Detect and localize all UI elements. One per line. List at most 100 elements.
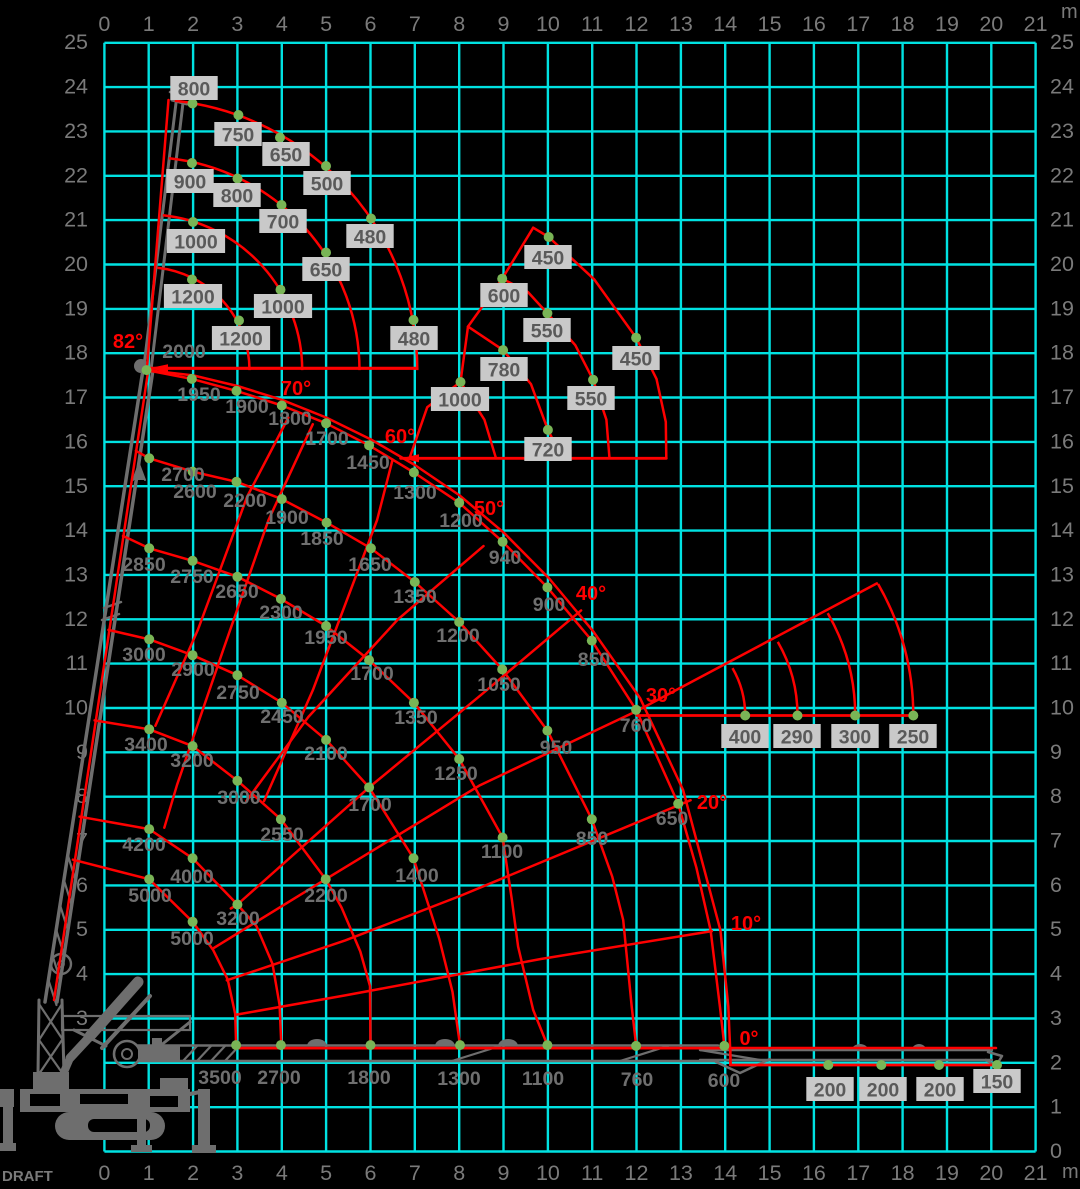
svg-text:50°: 50° — [474, 498, 504, 520]
svg-text:17: 17 — [1050, 385, 1074, 409]
svg-text:12: 12 — [1050, 607, 1074, 631]
svg-text:2750: 2750 — [216, 682, 260, 704]
svg-text:550: 550 — [531, 321, 564, 343]
svg-text:4: 4 — [276, 12, 288, 36]
svg-text:11: 11 — [66, 651, 88, 675]
svg-text:25: 25 — [64, 30, 88, 54]
svg-text:22: 22 — [64, 163, 88, 187]
svg-text:19: 19 — [935, 12, 959, 36]
svg-text:5000: 5000 — [128, 885, 172, 907]
svg-text:1650: 1650 — [348, 554, 392, 576]
svg-text:2900: 2900 — [171, 659, 215, 681]
svg-text:6: 6 — [76, 873, 88, 897]
svg-text:2200: 2200 — [304, 885, 348, 907]
svg-text:1900: 1900 — [225, 396, 269, 418]
svg-text:11: 11 — [1050, 651, 1072, 675]
svg-text:200: 200 — [924, 1080, 957, 1102]
svg-text:20°: 20° — [697, 792, 727, 814]
svg-text:20: 20 — [979, 1161, 1003, 1185]
svg-text:2: 2 — [187, 12, 199, 36]
svg-text:11: 11 — [581, 1161, 603, 1185]
svg-text:20: 20 — [979, 12, 1003, 36]
svg-text:900: 900 — [174, 172, 207, 194]
svg-text:14: 14 — [64, 518, 88, 542]
svg-text:800: 800 — [221, 186, 254, 208]
svg-text:24: 24 — [1050, 75, 1074, 99]
svg-text:2700: 2700 — [257, 1067, 301, 1089]
svg-text:10: 10 — [536, 12, 560, 36]
svg-text:13: 13 — [669, 1161, 693, 1185]
svg-text:600: 600 — [708, 1070, 741, 1092]
svg-text:800: 800 — [178, 79, 211, 101]
svg-text:1800: 1800 — [347, 1067, 391, 1089]
svg-text:450: 450 — [620, 349, 653, 371]
svg-text:480: 480 — [398, 329, 431, 351]
svg-text:6: 6 — [1050, 873, 1062, 897]
svg-text:2: 2 — [1050, 1050, 1062, 1074]
svg-text:19: 19 — [1050, 296, 1074, 320]
svg-text:3500: 3500 — [198, 1067, 242, 1089]
svg-text:2200: 2200 — [223, 490, 267, 512]
svg-text:8: 8 — [453, 1161, 465, 1185]
svg-text:1700: 1700 — [350, 663, 394, 685]
svg-text:16: 16 — [802, 12, 826, 36]
svg-text:600: 600 — [488, 286, 521, 308]
svg-text:1350: 1350 — [393, 586, 437, 608]
svg-text:0: 0 — [98, 12, 110, 36]
svg-text:450: 450 — [532, 248, 565, 270]
svg-text:3400: 3400 — [124, 734, 168, 756]
svg-text:5: 5 — [320, 12, 332, 36]
svg-text:20: 20 — [1050, 252, 1074, 276]
svg-text:21: 21 — [64, 208, 88, 232]
svg-text:16: 16 — [64, 429, 88, 453]
svg-text:DRAFT: DRAFT — [2, 1168, 53, 1185]
svg-text:1200: 1200 — [436, 625, 480, 647]
svg-text:5: 5 — [76, 917, 88, 941]
svg-text:3200: 3200 — [170, 750, 214, 772]
svg-text:82°: 82° — [113, 331, 143, 353]
svg-text:4: 4 — [276, 1161, 288, 1185]
svg-text:900: 900 — [533, 594, 566, 616]
svg-text:10: 10 — [536, 1161, 560, 1185]
svg-text:1900: 1900 — [265, 507, 309, 529]
svg-text:2100: 2100 — [304, 743, 348, 765]
svg-text:3000: 3000 — [122, 644, 166, 666]
svg-text:14: 14 — [713, 12, 737, 36]
svg-text:9: 9 — [498, 12, 510, 36]
svg-text:5: 5 — [1050, 917, 1062, 941]
svg-text:13: 13 — [669, 12, 693, 36]
svg-text:7: 7 — [1050, 829, 1062, 853]
svg-text:4200: 4200 — [122, 834, 166, 856]
svg-text:7: 7 — [409, 1161, 421, 1185]
svg-text:10°: 10° — [731, 913, 761, 935]
svg-text:8: 8 — [1050, 784, 1062, 808]
svg-text:1850: 1850 — [300, 528, 344, 550]
svg-text:17: 17 — [64, 385, 88, 409]
svg-text:12: 12 — [625, 12, 649, 36]
svg-text:70°: 70° — [281, 378, 311, 400]
svg-text:760: 760 — [620, 715, 653, 737]
svg-text:950: 950 — [540, 737, 573, 759]
svg-text:12: 12 — [625, 1161, 649, 1185]
svg-text:1350: 1350 — [394, 707, 438, 729]
svg-text:2650: 2650 — [215, 581, 259, 603]
svg-text:11: 11 — [581, 12, 603, 36]
svg-text:1200: 1200 — [171, 287, 215, 309]
svg-text:750: 750 — [222, 125, 255, 147]
svg-text:150: 150 — [981, 1072, 1014, 1094]
svg-text:2300: 2300 — [259, 602, 303, 624]
svg-text:15: 15 — [1050, 474, 1074, 498]
svg-text:1300: 1300 — [393, 482, 437, 504]
svg-text:1: 1 — [143, 1161, 155, 1185]
svg-text:23: 23 — [1050, 119, 1074, 143]
svg-text:17: 17 — [846, 12, 870, 36]
svg-text:1200: 1200 — [439, 510, 483, 532]
svg-text:1: 1 — [1050, 1095, 1062, 1119]
svg-text:1: 1 — [143, 12, 155, 36]
svg-text:6: 6 — [365, 12, 377, 36]
svg-text:850: 850 — [578, 649, 611, 671]
svg-text:25: 25 — [1050, 30, 1074, 54]
svg-text:550: 550 — [575, 389, 608, 411]
svg-text:2850: 2850 — [122, 554, 166, 576]
svg-text:3: 3 — [231, 1161, 243, 1185]
